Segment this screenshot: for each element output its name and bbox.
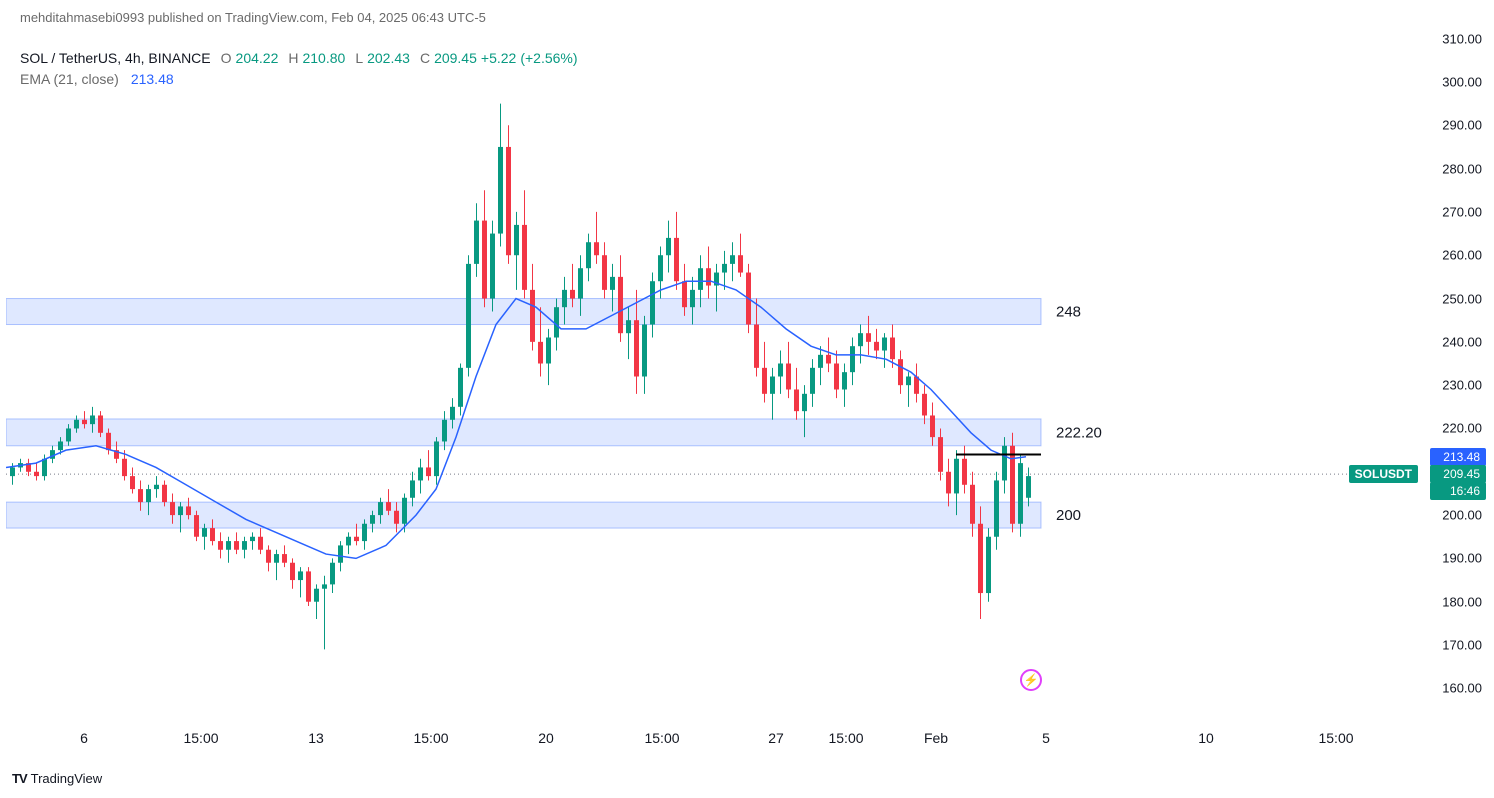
y-tick: 260.00 xyxy=(1442,248,1482,263)
y-tick: 280.00 xyxy=(1442,161,1482,176)
y-tick: 180.00 xyxy=(1442,594,1482,609)
publish-header: mehditahmasebi0993 published on TradingV… xyxy=(20,10,486,25)
x-tick: 10 xyxy=(1198,730,1214,746)
x-tick: 13 xyxy=(308,730,324,746)
x-axis[interactable]: 6 15:00 13 15:00 20 15:00 27 15:00 Feb 5 10 15:00 xyxy=(6,730,1406,754)
y-tick: 220.00 xyxy=(1442,421,1482,436)
x-tick: 27 xyxy=(768,730,784,746)
svg-text:200: 200 xyxy=(1056,507,1081,524)
x-tick: 15:00 xyxy=(644,730,679,746)
x-tick: 20 xyxy=(538,730,554,746)
y-tick: 270.00 xyxy=(1442,204,1482,219)
y-tick: 200.00 xyxy=(1442,508,1482,523)
y-tick: 310.00 xyxy=(1442,31,1482,46)
svg-text:248: 248 xyxy=(1056,304,1081,321)
publish-text: mehditahmasebi0993 published on TradingV… xyxy=(20,10,486,25)
y-tick: 300.00 xyxy=(1442,74,1482,89)
price-tag-countdown: 16:46 xyxy=(1430,482,1486,500)
y-tick: 230.00 xyxy=(1442,378,1482,393)
x-tick: 15:00 xyxy=(413,730,448,746)
y-tick: 240.00 xyxy=(1442,334,1482,349)
candlestick-chart: 248 222.20 200 xyxy=(6,30,1406,710)
tradingview-footer[interactable]: TV TradingView xyxy=(12,771,102,786)
price-tag-close: 209.45 xyxy=(1430,465,1486,483)
x-tick: 15:00 xyxy=(828,730,863,746)
x-tick: Feb xyxy=(924,730,948,746)
y-tick: 160.00 xyxy=(1442,681,1482,696)
y-axis[interactable]: 310.00 300.00 290.00 280.00 270.00 260.00 250.… xyxy=(1406,30,1494,710)
y-tick: 190.00 xyxy=(1442,551,1482,566)
x-tick: 15:00 xyxy=(183,730,218,746)
y-tick: 250.00 xyxy=(1442,291,1482,306)
y-tick: 290.00 xyxy=(1442,118,1482,133)
x-tick: 6 xyxy=(80,730,88,746)
tradingview-logo-icon: TV xyxy=(12,771,27,786)
x-tick: 15:00 xyxy=(1318,730,1353,746)
chart-area[interactable]: 248 222.20 200 xyxy=(6,30,1406,710)
price-tag-symbol: SOLUSDT xyxy=(1349,465,1418,483)
price-tag-ema: 213.48 xyxy=(1430,448,1486,466)
tradingview-text: TradingView xyxy=(31,771,103,786)
x-tick: 5 xyxy=(1042,730,1050,746)
svg-text:222.20: 222.20 xyxy=(1056,424,1102,441)
alert-icon[interactable] xyxy=(1020,669,1042,691)
y-tick: 170.00 xyxy=(1442,638,1482,653)
